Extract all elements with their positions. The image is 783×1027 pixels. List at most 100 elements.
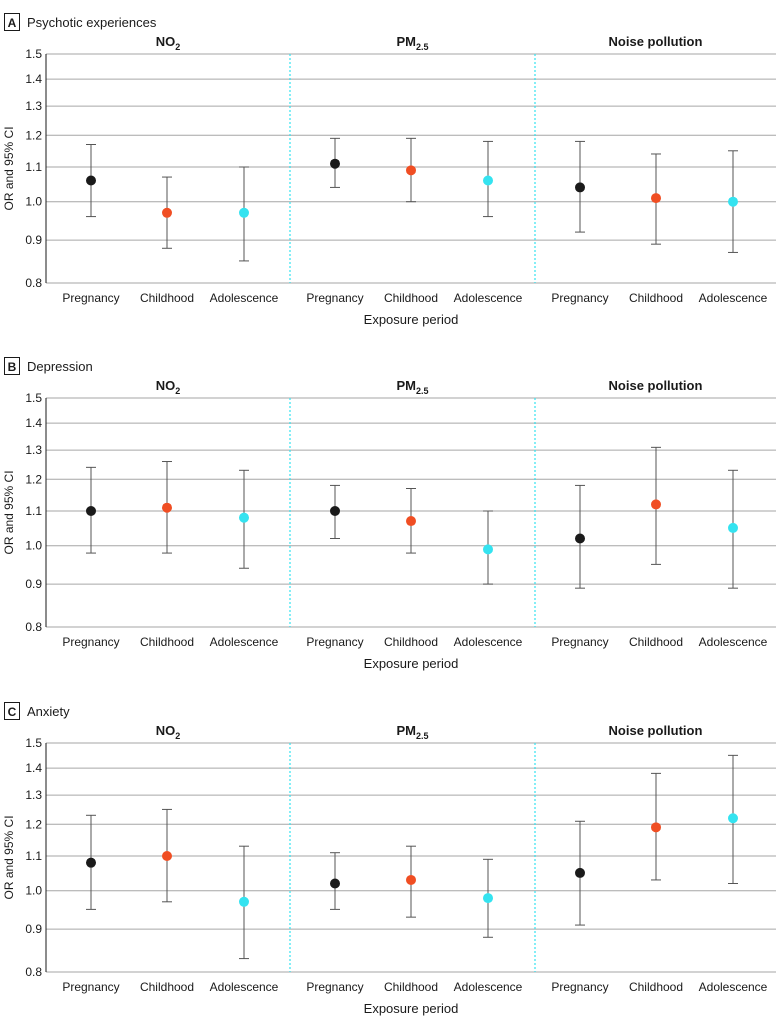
data-point-group <box>575 820 585 926</box>
y-tick-label: 0.9 <box>25 922 42 936</box>
or-point-childhood <box>651 822 661 833</box>
x-category-label: Childhood <box>140 635 194 649</box>
y-tick-label: 0.8 <box>25 620 42 634</box>
y-tick-label: 1.4 <box>25 72 42 86</box>
x-category-label: Childhood <box>140 980 194 994</box>
y-tick-label: 0.8 <box>25 965 42 979</box>
panel-b: B Depression 1.5 1.4 1.3 1.2 1.1 1.0 0.9 0.8 OR an… <box>2 357 776 671</box>
data-point-group <box>330 852 340 910</box>
or-point-pregnancy <box>86 505 96 516</box>
x-category-label: Childhood <box>629 635 683 649</box>
group-header: NO2 <box>156 723 181 741</box>
data-point-group <box>239 469 249 569</box>
data-point-group <box>86 814 96 910</box>
or-point-adolescence <box>239 207 249 218</box>
group-header-main: PM <box>396 34 416 49</box>
group-header-subscript: 2 <box>175 731 180 741</box>
y-tick-label: 1.1 <box>25 160 42 174</box>
or-point-childhood <box>651 499 661 510</box>
data-point-group <box>483 858 493 938</box>
or-point-childhood <box>162 502 172 513</box>
group-header: PM2.5 <box>396 378 428 396</box>
group-header: PM2.5 <box>396 723 428 741</box>
x-category-label: Adolescence <box>454 291 523 305</box>
x-category-label: Adolescence <box>210 980 279 994</box>
group-header: Noise pollution <box>609 723 703 738</box>
x-category-label: Pregnancy <box>551 980 608 994</box>
y-tick-label: 1.3 <box>25 99 42 113</box>
data-point-group <box>728 754 738 884</box>
group-header-main: Noise pollution <box>609 378 703 393</box>
x-category-label: Adolescence <box>210 635 279 649</box>
x-axis-label: Exposure period <box>364 1001 459 1016</box>
panel-letter-box <box>4 13 20 31</box>
panel-title: Depression <box>27 359 93 374</box>
data-point-group <box>651 446 661 565</box>
or-point-adolescence <box>728 196 738 207</box>
x-axis-label: Exposure period <box>364 656 459 671</box>
or-point-pregnancy <box>86 857 96 868</box>
data-point-group <box>728 150 738 253</box>
panel-letter: C <box>8 705 17 719</box>
data-point-group <box>575 140 585 233</box>
y-tick-label: 1.5 <box>25 391 42 405</box>
group-header-subscript: 2 <box>175 386 180 396</box>
group-header-main: NO <box>156 34 176 49</box>
group-header: PM2.5 <box>396 34 428 52</box>
data-point-group <box>86 466 96 554</box>
y-tick-label: 1.0 <box>25 195 42 209</box>
panel-c: C Anxiety 1.5 1.4 1.3 1.2 1.1 1.0 0.9 0.8 OR and 9… <box>2 702 776 1016</box>
panel-title: Anxiety <box>27 704 70 719</box>
data-point-group <box>330 484 340 539</box>
x-category-label: Pregnancy <box>306 291 363 305</box>
or-point-adolescence <box>728 522 738 533</box>
group-header: NO2 <box>156 378 181 396</box>
group-header-main: PM <box>396 378 416 393</box>
x-category-label: Adolescence <box>454 635 523 649</box>
y-tick-label: 1.1 <box>25 504 42 518</box>
panel-a: A Psychotic experiences 1.5 1.4 1.3 1.2 1.1 1.0… <box>2 13 776 327</box>
y-tick-label: 1.3 <box>25 443 42 457</box>
panel-letter-box <box>4 702 20 720</box>
or-point-pregnancy <box>575 182 585 193</box>
data-point-group <box>239 166 249 262</box>
or-point-adolescence <box>483 893 493 904</box>
group-header-main: Noise pollution <box>609 723 703 738</box>
data-point-group <box>86 144 96 218</box>
y-tick-label: 1.0 <box>25 539 42 553</box>
data-point-group <box>651 153 661 245</box>
panel-letter: B <box>8 360 17 374</box>
data-point-group <box>162 176 172 249</box>
x-category-label: Childhood <box>384 291 438 305</box>
y-tick-label: 1.4 <box>25 761 42 775</box>
or-point-pregnancy <box>575 867 585 878</box>
data-point-group <box>162 808 172 903</box>
data-point-group <box>162 461 172 554</box>
group-header-subscript: 2 <box>175 42 180 52</box>
x-category-label: Pregnancy <box>62 980 119 994</box>
x-category-label: Childhood <box>384 980 438 994</box>
group-header-subscript: 2.5 <box>416 386 429 396</box>
x-category-label: Adolescence <box>454 980 523 994</box>
x-category-label: Adolescence <box>699 980 768 994</box>
data-point-group <box>483 140 493 218</box>
data-point-group <box>728 469 738 589</box>
or-point-childhood <box>406 165 416 176</box>
y-axis-label: OR and 95% CI <box>2 126 16 210</box>
y-axis-label: OR and 95% CI <box>2 815 16 899</box>
or-point-adolescence <box>483 175 493 186</box>
data-point-group <box>651 772 661 881</box>
x-category-label: Adolescence <box>699 291 768 305</box>
data-point-group <box>483 510 493 585</box>
x-axis-label: Exposure period <box>364 312 459 327</box>
group-header-main: Noise pollution <box>609 34 703 49</box>
data-point-group <box>330 137 340 188</box>
or-point-childhood <box>651 193 661 204</box>
or-point-adolescence <box>239 896 249 907</box>
y-tick-label: 0.8 <box>25 276 42 290</box>
or-point-adolescence <box>728 813 738 824</box>
y-tick-label: 0.9 <box>25 577 42 591</box>
group-header: NO2 <box>156 34 181 52</box>
y-tick-label: 1.1 <box>25 849 42 863</box>
